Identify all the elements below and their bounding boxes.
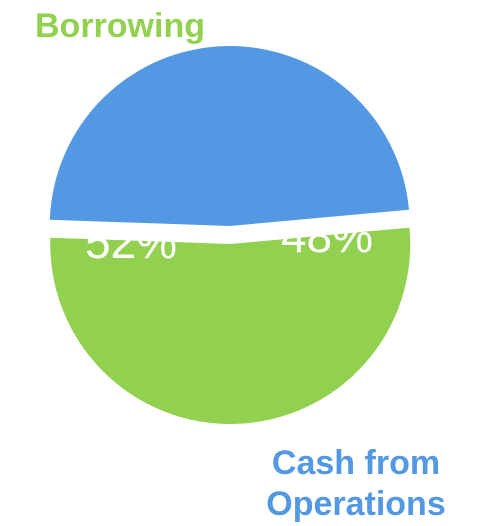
percent-label-cash-from-operations: 48% <box>281 210 373 262</box>
pie-slices <box>49 46 411 424</box>
category-label-cash-from-operations-line2: Operations <box>266 485 445 523</box>
category-labels: Borrowing Cash from Operations <box>35 7 446 523</box>
pie-slice-borrowing <box>50 227 411 424</box>
percent-labels: 52% 48% <box>85 210 373 268</box>
percent-label-borrowing: 52% <box>85 216 177 268</box>
category-label-cash-from-operations-line1: Cash from <box>272 444 440 482</box>
category-label-borrowing: Borrowing <box>35 7 205 45</box>
pie-slice-cash-from-operations <box>49 46 410 227</box>
